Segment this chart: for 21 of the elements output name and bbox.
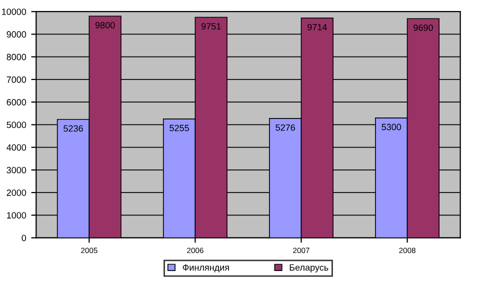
y-tick-label: 2000 (6, 190, 26, 196)
data-label: 5300 (382, 124, 402, 130)
legend-label: Финляндия (182, 264, 229, 272)
y-tick-label: 6000 (6, 99, 26, 106)
data-label: 5276 (276, 124, 295, 131)
data-label: 9800 (95, 22, 115, 28)
y-tick-label: 1000 (7, 212, 26, 219)
legend-label: Беларусь (290, 264, 328, 272)
data-label: 5236 (64, 125, 83, 132)
y-tick-label: 7000 (6, 76, 26, 83)
y-tick-label: 8000 (6, 54, 26, 60)
y-tick-label: 3000 (6, 166, 26, 174)
data-label: 9714 (308, 24, 327, 30)
data-label: 9690 (414, 24, 433, 31)
y-tick-label: 0 (22, 234, 26, 242)
data-label: 5255 (170, 124, 189, 132)
y-tick-label: 5000 (6, 122, 26, 128)
y-tick-label: 4000 (6, 144, 26, 151)
data-label: 9751 (202, 23, 221, 30)
y-tick-label: 9000 (6, 31, 26, 38)
y-tick-label: 10000 (2, 8, 26, 15)
